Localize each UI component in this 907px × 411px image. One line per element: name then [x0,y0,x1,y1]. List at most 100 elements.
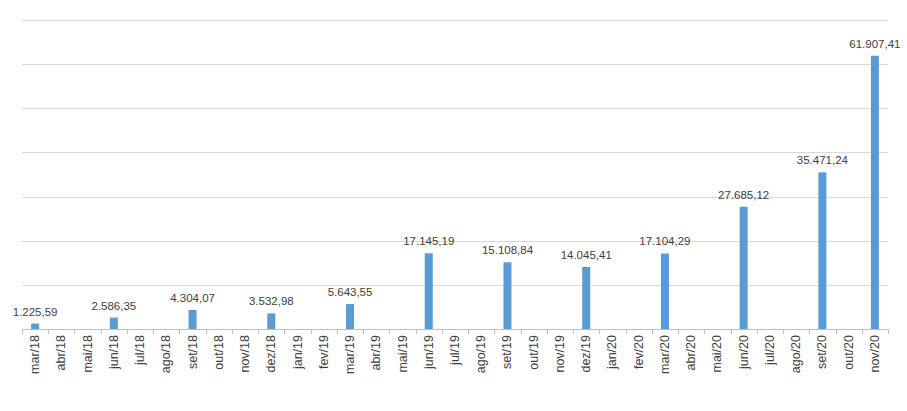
grid-line [22,64,888,65]
tick [232,329,233,334]
tick [101,329,102,334]
tick [783,329,784,334]
tick [809,329,810,334]
data-label: 3.532,98 [249,295,294,307]
tick [311,329,312,334]
bar [110,318,118,329]
tick [836,329,837,334]
data-label: 5.643,55 [328,286,373,298]
tick [731,329,732,334]
tick [862,329,863,334]
grid-line [22,152,888,153]
tick [284,329,285,334]
bar [189,310,197,329]
x-tick-label: jan/20 [605,335,619,370]
tick [494,329,495,334]
tick [757,329,758,334]
tick [179,329,180,334]
x-tick-label: ago/18 [159,335,173,373]
tick [521,329,522,334]
x-tick-label: mai/19 [396,335,410,373]
tick [888,329,889,334]
bars [31,56,879,329]
chart: 1.225,59 2.586,35 4.304,07 3.532,98 5.643,55… [0,0,907,411]
x-tick-label: jan/19 [291,335,305,370]
x-tick-label: dez/19 [579,335,593,373]
x-tick-label: ago/20 [789,335,803,373]
grid-line [22,285,888,286]
bar [661,253,669,329]
data-label: 14.045,41 [561,249,612,261]
tick [599,329,600,334]
tick [74,329,75,334]
x-tick-label: ago/19 [474,335,488,373]
tick [363,329,364,334]
tick [468,329,469,334]
tick [127,329,128,334]
tick [704,329,705,334]
data-label: 17.145,19 [403,235,454,247]
data-label: 4.304,07 [170,292,215,304]
x-tick-label: out/20 [842,335,856,370]
tick [389,329,390,334]
bar [425,253,433,329]
x-tick-label: jun/18 [107,335,121,370]
tick [442,329,443,334]
bar [267,313,275,329]
x-tick-label: abr/20 [684,335,698,370]
grid-line [22,20,888,21]
tick [678,329,679,334]
bar [503,262,511,329]
bar [346,304,354,329]
grid-line [22,241,888,242]
x-tick-label: nov/20 [868,335,882,373]
data-label: 15.108,84 [482,244,534,256]
data-label: 61.907,41 [849,38,900,50]
x-tick-label: jul/20 [763,335,777,366]
x-tick-label: fev/20 [632,335,646,369]
tick [652,329,653,334]
grid-line [22,329,888,330]
tick [258,329,259,334]
x-tick-label: fev/19 [317,335,331,369]
x-tick-label: jun/20 [737,335,751,370]
data-label: 17.104,29 [639,235,690,247]
data-label: 2.586,35 [91,300,136,312]
tick [48,329,49,334]
x-tick-label: nov/18 [238,335,252,373]
bar [740,207,748,329]
x-tick-label: nov/19 [553,335,567,373]
tick [22,329,23,334]
tick [547,329,548,334]
x-tick-label: abr/18 [54,335,68,370]
bar [31,324,39,329]
bar [582,267,590,329]
tick [573,329,574,334]
tick [337,329,338,334]
x-tick-label: abr/19 [369,335,383,370]
x-tick-label: mar/18 [28,335,42,374]
x-tick-label: jul/18 [133,335,147,366]
tick [416,329,417,334]
x-tick-label: jun/19 [422,335,436,370]
x-tick-label: mai/20 [710,335,724,373]
grid-line [22,108,888,109]
x-tick-label: jul/19 [448,335,462,366]
x-tick-label: set/18 [186,335,200,369]
x-tick-label: out/19 [527,335,541,370]
tick [206,329,207,334]
x-tick-label: mai/18 [81,335,95,373]
x-tick-label: mar/20 [658,335,672,374]
x-tick-label: mar/19 [343,335,357,374]
bar [871,56,879,329]
x-tick-label: out/18 [212,335,226,370]
data-label: 27.685,12 [718,189,769,201]
tick [153,329,154,334]
bar [818,172,826,329]
data-label: 35.471,24 [797,154,849,166]
tick [626,329,627,334]
x-tick-label: set/20 [815,335,829,369]
x-tick-label: set/19 [500,335,514,369]
data-label: 1.225,59 [13,306,58,318]
x-tick-label: dez/18 [264,335,278,373]
